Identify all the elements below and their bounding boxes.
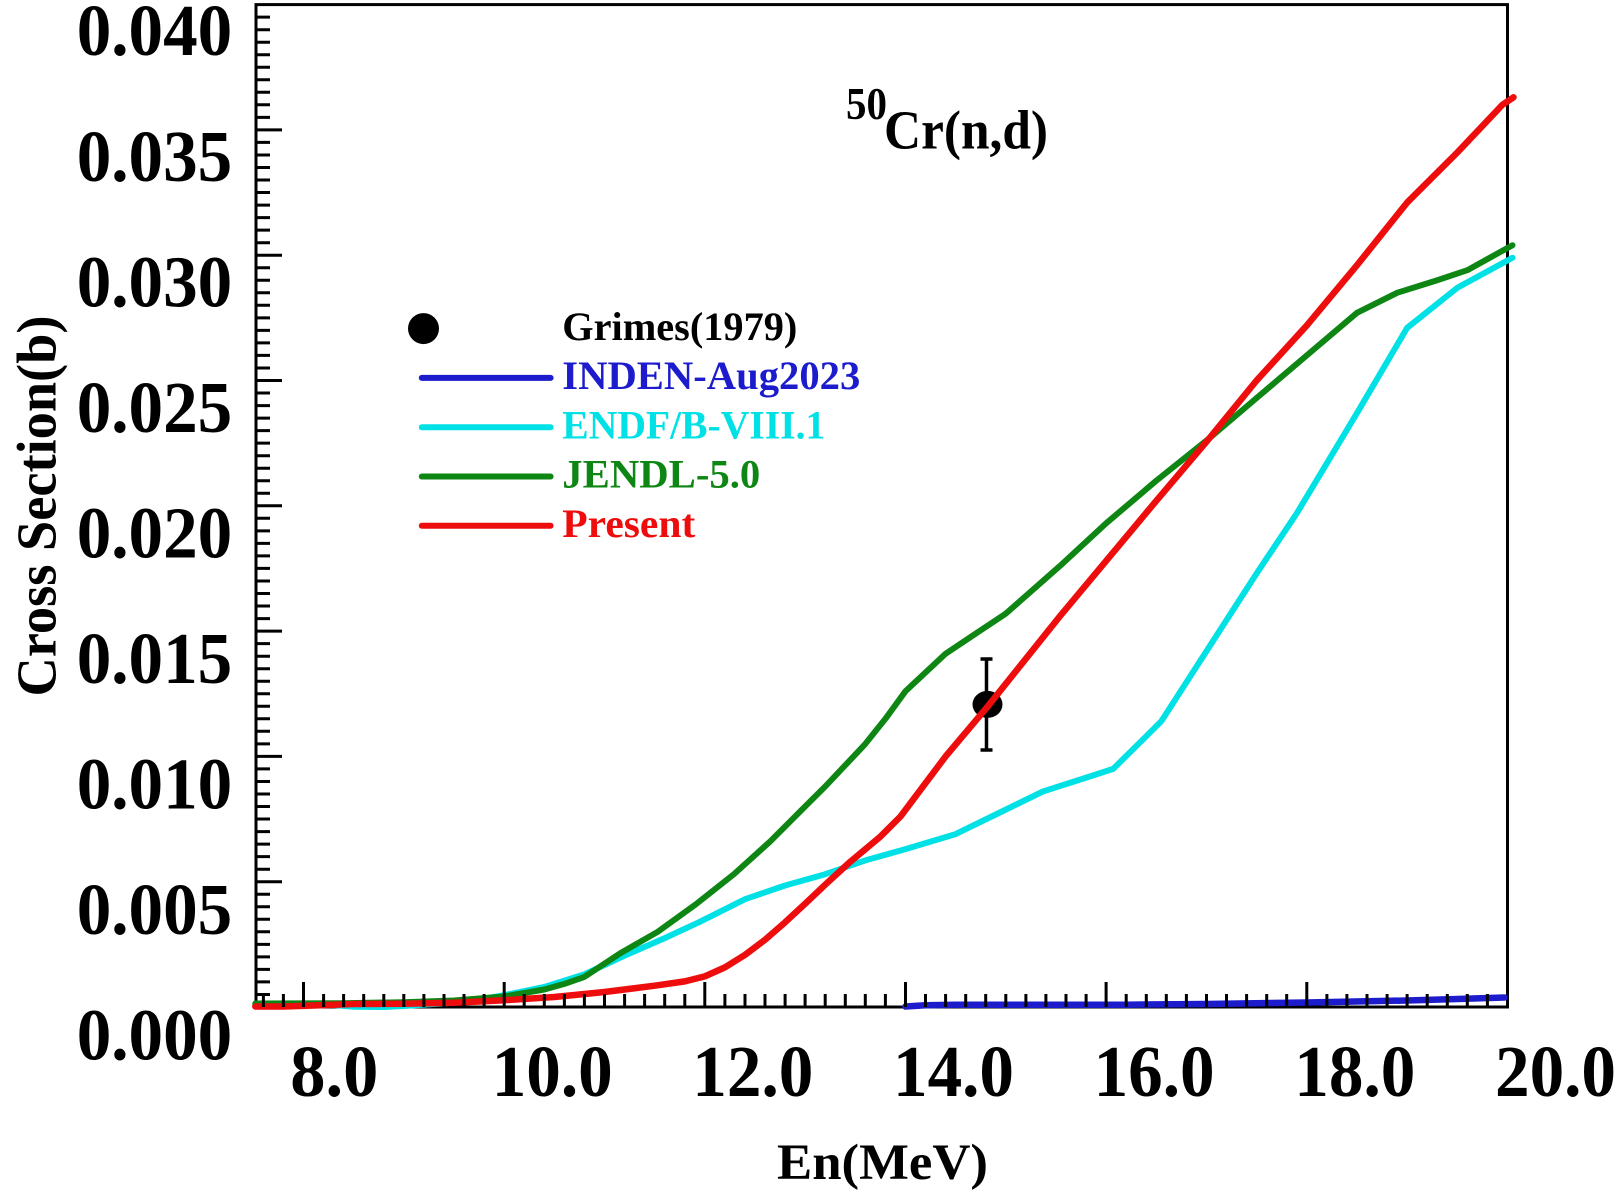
svg-text:0.000: 0.000 xyxy=(77,995,233,1076)
svg-text:0.035: 0.035 xyxy=(77,116,233,197)
svg-text:0.020: 0.020 xyxy=(77,492,233,573)
svg-text:Cross Section(b): Cross Section(b) xyxy=(7,316,69,697)
svg-text:0.040: 0.040 xyxy=(77,0,233,71)
svg-text:0.015: 0.015 xyxy=(77,618,233,699)
svg-text:Present: Present xyxy=(562,501,696,546)
svg-text:JENDL-5.0: JENDL-5.0 xyxy=(562,452,760,497)
svg-text:0.005: 0.005 xyxy=(77,869,233,950)
svg-text:0.030: 0.030 xyxy=(77,241,233,322)
svg-text:14.0: 14.0 xyxy=(893,1031,1014,1112)
svg-text:INDEN-Aug2023: INDEN-Aug2023 xyxy=(562,353,860,398)
svg-text:8.0: 8.0 xyxy=(290,1031,378,1112)
svg-text:ENDF/B-VIII.1: ENDF/B-VIII.1 xyxy=(562,402,825,447)
svg-text:Cr(n,d): Cr(n,d) xyxy=(884,99,1048,160)
svg-text:12.0: 12.0 xyxy=(692,1031,813,1112)
svg-text:En(MeV): En(MeV) xyxy=(777,1135,988,1191)
svg-text:10.0: 10.0 xyxy=(492,1031,613,1112)
svg-text:0.025: 0.025 xyxy=(77,367,233,448)
svg-text:20.0: 20.0 xyxy=(1495,1031,1615,1112)
svg-text:50: 50 xyxy=(846,78,887,129)
svg-text:18.0: 18.0 xyxy=(1294,1031,1415,1112)
svg-text:Grimes(1979): Grimes(1979) xyxy=(562,304,797,349)
svg-text:16.0: 16.0 xyxy=(1094,1031,1215,1112)
svg-text:0.010: 0.010 xyxy=(77,744,233,825)
